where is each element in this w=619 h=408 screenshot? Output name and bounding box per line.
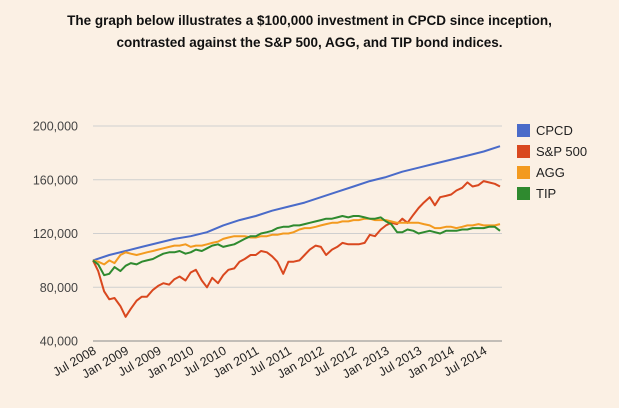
series-line-tip: [92, 215, 501, 277]
legend-label: AGG: [536, 165, 565, 180]
legend-label: CPCD: [536, 123, 573, 138]
legend-label: TIP: [536, 186, 556, 201]
description-line-1: The graph below illustrates a $100,000 i…: [67, 13, 552, 28]
legend: CPCD S&P 500 AGG TIP: [517, 123, 587, 201]
legend-swatch: [517, 187, 530, 200]
legend-swatch: [517, 145, 530, 158]
series-line-agg: [92, 217, 501, 266]
series-lines: [92, 145, 501, 318]
y-tick-label: 80,000: [40, 281, 78, 295]
y-axis-ticks: 40,000 80,000 120,000 160,000 200,000: [33, 120, 78, 349]
y-tick-label: 160,000: [33, 173, 78, 187]
gridlines: [93, 125, 502, 342]
y-tick-label: 120,000: [33, 227, 78, 241]
legend-swatch: [517, 166, 530, 179]
series-line-cpcd: [92, 145, 501, 262]
y-tick-label: 40,000: [40, 335, 78, 349]
description-line-2: contrasted against the S&P 500, AGG, and…: [116, 35, 503, 50]
y-tick-label: 200,000: [33, 120, 78, 134]
chart-description: The graph below illustrates a $100,000 i…: [0, 10, 619, 54]
legend-swatch: [517, 124, 530, 137]
legend-label: S&P 500: [536, 144, 587, 159]
series-line-s-p-500: [92, 180, 501, 318]
